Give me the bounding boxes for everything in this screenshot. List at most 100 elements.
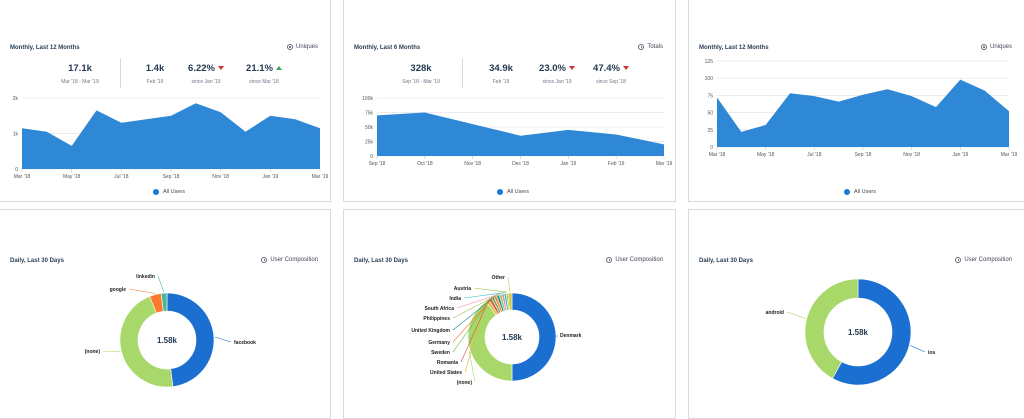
y-tick-label: 75 [707, 93, 713, 99]
stat-change-1: 23.0% since Jan '19 [528, 63, 586, 85]
donut-slice [832, 278, 912, 386]
card-3: Monthly, Last 12 Months Uniques 0 25 50 75 1… [688, 0, 1024, 202]
stat-total: 17.1k Mar '18 - Mar '19 [61, 63, 99, 85]
donut-center-value: 1.58k [502, 333, 523, 342]
x-tick-label: Jul '18 [114, 174, 129, 180]
leader-line [452, 295, 496, 343]
legend[interactable]: All Users [153, 189, 185, 195]
card-title: Daily, Last 30 Days [10, 258, 64, 264]
y-tick-label: 25k [365, 140, 374, 146]
x-tick-label: Jul '18 [807, 152, 822, 158]
stat-change-2: 47.4% since Sep '18 [582, 63, 640, 85]
x-tick-label: Jan '19 [262, 174, 278, 180]
gear-icon [980, 44, 987, 50]
card-title: Monthly, Last 6 Months [354, 45, 421, 51]
slice-label: Denmark [560, 333, 582, 339]
action-label: User Composition [270, 257, 318, 263]
uniques-toggle[interactable]: Uniques [286, 44, 318, 50]
action-label: User Composition [964, 257, 1012, 263]
donut-slice [511, 292, 557, 382]
slice-label: facebook [234, 340, 256, 346]
x-tick-label: Oct '18 [417, 161, 433, 167]
trend-up-icon [275, 66, 282, 70]
slice-label: (none) [457, 380, 473, 386]
slice-label: United States [430, 370, 462, 376]
leader-line [102, 350, 121, 353]
y-tick-label: 75k [365, 111, 374, 117]
leader-line [456, 292, 503, 309]
slice-label: Austria [454, 286, 471, 292]
slice-label: android [766, 310, 784, 316]
stat-last: 34.9k Feb '19 [489, 63, 513, 85]
slice-label: South Africa [424, 306, 454, 312]
y-tick-label: 2k [13, 96, 19, 102]
area-series-all-users [717, 79, 1009, 147]
x-tick-label: Dec '18 [512, 161, 529, 167]
area-series-all-users [22, 103, 320, 169]
legend-label: All Users [163, 189, 186, 195]
y-tick-label: 125 [705, 59, 714, 65]
leader-line [128, 288, 156, 294]
y-tick-label: 0 [710, 145, 713, 151]
action-label: Uniques [989, 44, 1012, 50]
trend-down-icon [622, 66, 629, 70]
donut-slice [160, 292, 168, 312]
leader-line [463, 292, 505, 299]
leader-line [214, 336, 232, 343]
user-composition-toggle[interactable]: User Composition [606, 257, 663, 263]
action-label: Uniques [295, 44, 318, 50]
y-tick-label: 100k [362, 96, 373, 102]
legend-dot [497, 189, 503, 195]
user-composition-toggle[interactable]: User Composition [261, 257, 318, 263]
x-tick-label: Mar '19 [656, 161, 673, 167]
donut-chart: facebook (none) google linkedin 1.58k [85, 274, 256, 388]
y-tick-label: 50 [707, 111, 713, 117]
slice-label: google [110, 287, 127, 293]
donut-chart: ios android 1.58k [766, 278, 935, 386]
gear-icon [955, 257, 962, 263]
gear-icon [286, 44, 293, 50]
stat-last: 1.4k Feb '19 [145, 63, 165, 85]
legend[interactable]: All Users [844, 189, 876, 195]
donut-center-value: 1.58k [848, 328, 869, 337]
gear-icon [638, 44, 645, 50]
donut-slice [507, 292, 513, 311]
stat-change-1: 6.22% since Jan '19 [178, 63, 234, 85]
leader-line [157, 275, 165, 293]
x-tick-label: Feb '19 [608, 161, 625, 167]
stat-total: 328k Sep '18 - Mar '19 [402, 63, 440, 85]
gear-icon [606, 257, 613, 263]
donut-card-3: Daily, Last 30 Days User Composition ios… [688, 209, 1024, 419]
x-tick-label: Nov '18 [464, 161, 481, 167]
donut-card-1: Daily, Last 30 Days User Composition fac… [0, 209, 331, 419]
totals-toggle[interactable]: Totals [638, 44, 663, 50]
y-tick-label: 1k [13, 132, 19, 138]
card-1: Monthly, Last 12 Months Uniques 17.1k Mar… [0, 0, 331, 202]
divider [120, 58, 121, 88]
card-title: Daily, Last 30 Days [354, 258, 408, 264]
x-tick-label: Nov '18 [212, 174, 229, 180]
leader-line [452, 293, 501, 319]
slice-label: ios [928, 350, 935, 356]
card-title: Monthly, Last 12 Months [10, 45, 80, 51]
y-tick-label: 0 [15, 167, 18, 173]
x-tick-label: Jan '19 [952, 152, 968, 158]
user-composition-toggle[interactable]: User Composition [955, 257, 1012, 263]
area-chart: 0 1k 2k Mar '18 May '18 Jul '18 Sep '18 Nov '18… [13, 96, 329, 180]
leader-line [910, 345, 926, 353]
uniques-toggle[interactable]: Uniques [980, 44, 1012, 50]
slice-label: (none) [85, 349, 101, 355]
area-series-all-users [377, 112, 664, 156]
slice-label: United Kingdom [411, 328, 450, 334]
x-tick-label: Sep '18 [855, 152, 872, 158]
donut-slice [166, 292, 215, 387]
x-tick-label: Mar '18 [709, 152, 726, 158]
divider [462, 58, 463, 88]
x-tick-label: Mar '18 [14, 174, 31, 180]
card-title: Daily, Last 30 Days [699, 258, 753, 264]
leader-line [452, 294, 498, 331]
x-tick-label: Mar '19 [1001, 152, 1018, 158]
legend[interactable]: All Users [497, 189, 529, 195]
y-tick-label: 50k [365, 125, 374, 131]
leader-line [468, 350, 476, 383]
